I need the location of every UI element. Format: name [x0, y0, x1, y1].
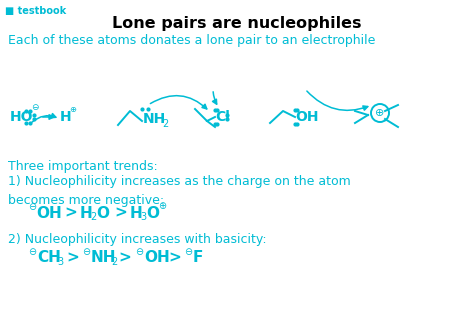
Text: >: > — [66, 251, 79, 266]
Text: H: H — [80, 206, 93, 220]
Text: F: F — [193, 251, 203, 266]
Text: HO: HO — [10, 110, 34, 124]
Text: O: O — [146, 206, 159, 220]
Text: 2: 2 — [111, 257, 117, 267]
Text: OH: OH — [144, 251, 170, 266]
Text: Cl: Cl — [215, 110, 230, 124]
Text: 3: 3 — [57, 257, 63, 267]
Text: NH: NH — [91, 251, 117, 266]
Text: ⊖: ⊖ — [28, 247, 36, 257]
Text: ⊕: ⊕ — [69, 105, 76, 114]
Text: ■ testbook: ■ testbook — [5, 6, 66, 16]
Text: 2) Nucleophilicity increases with basicity:: 2) Nucleophilicity increases with basici… — [8, 233, 266, 246]
Text: Three important trends:: Three important trends: — [8, 160, 158, 173]
Text: ⊖: ⊖ — [31, 103, 38, 112]
Text: Each of these atoms donates a lone pair to an electrophile: Each of these atoms donates a lone pair … — [8, 34, 375, 47]
Text: 3: 3 — [140, 212, 146, 222]
Text: H: H — [60, 110, 72, 124]
Text: ⊕: ⊕ — [375, 108, 385, 118]
Text: >: > — [114, 206, 127, 220]
Text: 1) Nucleophilicity increases as the charge on the atom
becomes more negative:: 1) Nucleophilicity increases as the char… — [8, 175, 351, 207]
Text: H: H — [130, 206, 143, 220]
Text: 2: 2 — [162, 119, 168, 129]
Text: ⊖: ⊖ — [184, 247, 192, 257]
Text: >: > — [118, 251, 131, 266]
Text: ⊖: ⊖ — [82, 247, 90, 257]
Text: 2: 2 — [90, 212, 96, 222]
Text: ⊖: ⊖ — [135, 247, 143, 257]
Text: OH: OH — [295, 110, 319, 124]
Text: OH: OH — [36, 206, 62, 220]
Text: Lone pairs are nucleophiles: Lone pairs are nucleophiles — [112, 16, 362, 31]
Text: ⊖: ⊖ — [28, 202, 36, 212]
Text: O: O — [96, 206, 109, 220]
Text: >: > — [168, 251, 181, 266]
Text: >: > — [64, 206, 77, 220]
Text: CH: CH — [37, 251, 61, 266]
Text: NH: NH — [143, 112, 166, 126]
Text: ⊕: ⊕ — [158, 201, 166, 211]
